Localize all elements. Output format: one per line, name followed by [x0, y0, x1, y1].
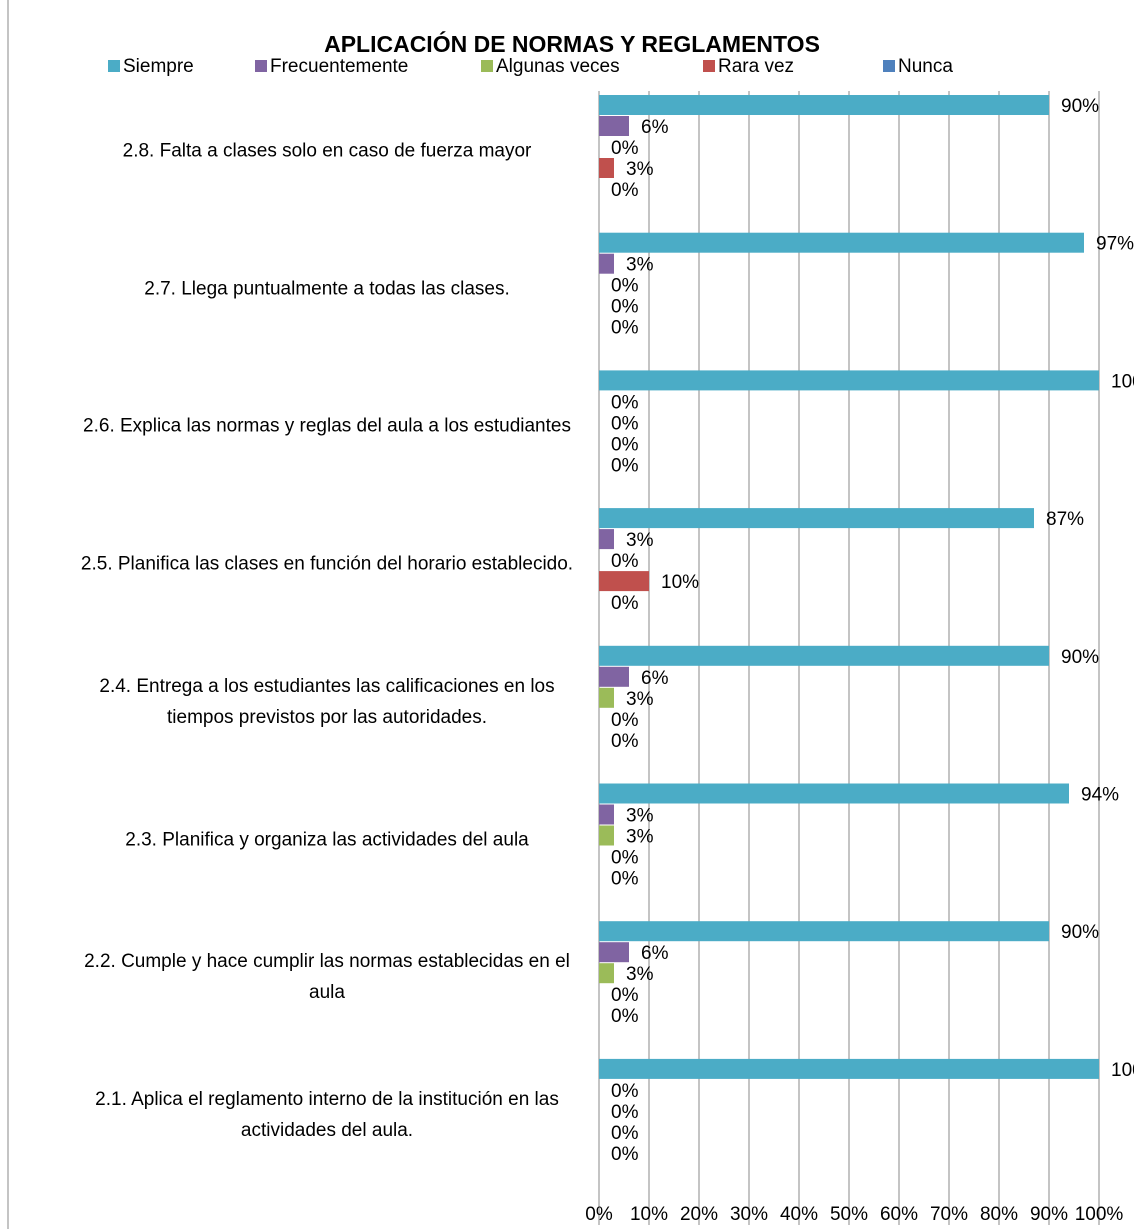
value-label: 0%	[611, 276, 639, 297]
legend-swatch	[481, 60, 493, 72]
value-label: 0%	[611, 434, 639, 455]
value-label: 3%	[626, 530, 654, 551]
legend-swatch	[255, 60, 267, 72]
chart-border	[7, 0, 9, 1229]
bar	[599, 253, 614, 274]
bar	[599, 666, 629, 687]
value-label: 0%	[611, 318, 639, 339]
value-label: 6%	[641, 117, 669, 138]
category-label: 2.4. Entrega a los estudiantes las calif…	[99, 675, 555, 728]
x-tick-label: 40%	[780, 1204, 818, 1225]
value-label: 0%	[611, 1006, 639, 1027]
value-label: 0%	[611, 413, 639, 434]
bar	[599, 232, 1084, 253]
bar	[599, 942, 629, 963]
bar	[599, 116, 629, 136]
value-label: 3%	[626, 689, 654, 710]
legend-swatch	[883, 60, 895, 72]
x-tick-label: 70%	[930, 1204, 968, 1225]
value-label: 94%	[1081, 785, 1119, 806]
value-label: 100%	[1111, 1060, 1134, 1081]
value-label: 3%	[626, 159, 654, 180]
bar	[599, 1058, 1099, 1079]
x-tick-label: 100%	[1075, 1204, 1124, 1225]
value-label: 0%	[611, 869, 639, 890]
value-label: 0%	[611, 593, 639, 614]
category-label: 2.2. Cumple y hace cumplir las normas es…	[84, 951, 570, 1004]
legend-label: Frecuentemente	[270, 56, 408, 77]
bar	[599, 571, 649, 592]
bar	[599, 783, 1069, 804]
value-label: 0%	[611, 1144, 639, 1165]
value-label: 97%	[1096, 234, 1134, 255]
category-label: 2.1. Aplica el reglamento interno de la …	[95, 1088, 559, 1141]
value-label: 3%	[626, 806, 654, 827]
value-label: 3%	[626, 964, 654, 985]
value-label: 3%	[626, 827, 654, 848]
category-label: 2.7. Llega puntualmente a todas las clas…	[144, 278, 510, 300]
value-label: 6%	[641, 943, 669, 964]
x-tick-label: 90%	[1030, 1204, 1068, 1225]
value-label: 0%	[611, 1123, 639, 1144]
x-tick-label: 30%	[730, 1204, 768, 1225]
bar	[599, 687, 614, 708]
legend-label: Siempre	[123, 56, 194, 77]
bar	[599, 95, 1049, 115]
category-label: 2.3. Planifica y organiza las actividade…	[125, 829, 529, 850]
category-label: 2.5. Planifica las clases en función del…	[80, 553, 574, 575]
value-label: 0%	[611, 848, 639, 869]
bar	[599, 158, 614, 178]
bar	[599, 529, 614, 550]
bar	[599, 804, 614, 825]
legend-swatch	[108, 60, 120, 72]
bar	[599, 825, 614, 846]
x-tick-label: 20%	[680, 1204, 718, 1225]
value-label: 0%	[611, 138, 639, 159]
category-label: 2.6. Explica las normas y reglas del aul…	[83, 415, 571, 437]
value-label: 90%	[1061, 647, 1099, 668]
value-label: 0%	[611, 455, 639, 476]
bar	[599, 370, 1099, 391]
value-label: 0%	[611, 1081, 639, 1102]
x-tick-label: 60%	[880, 1204, 918, 1225]
bar	[599, 921, 1049, 942]
legend-label: Nunca	[898, 56, 953, 77]
bar	[599, 963, 614, 984]
value-label: 0%	[611, 551, 639, 572]
value-label: 90%	[1061, 922, 1099, 943]
legend-label: Rara vez	[718, 56, 794, 77]
x-tick-label: 50%	[830, 1204, 868, 1225]
x-tick-label: 80%	[980, 1204, 1018, 1225]
value-label: 0%	[611, 392, 639, 413]
value-label: 0%	[611, 297, 639, 318]
category-label: 2.8. Falta a clases solo en caso de fuer…	[122, 140, 532, 162]
value-label: 0%	[611, 710, 639, 731]
value-label: 0%	[611, 731, 639, 752]
value-label: 3%	[626, 255, 654, 276]
value-label: 87%	[1046, 509, 1084, 530]
bar	[599, 645, 1049, 666]
value-label: 10%	[661, 572, 699, 593]
legend-swatch	[703, 60, 715, 72]
x-tick-label: 10%	[630, 1204, 668, 1225]
value-label: 100%	[1111, 371, 1134, 392]
legend-label: Algunas veces	[496, 56, 620, 77]
value-label: 0%	[611, 1102, 639, 1123]
value-label: 90%	[1061, 96, 1099, 117]
value-label: 0%	[611, 180, 639, 201]
chart-title: APLICACIÓN DE NORMAS Y REGLAMENTOS	[324, 30, 820, 57]
bar	[599, 508, 1034, 529]
value-label: 0%	[611, 985, 639, 1006]
value-label: 6%	[641, 668, 669, 689]
x-tick-label: 0%	[585, 1204, 613, 1225]
